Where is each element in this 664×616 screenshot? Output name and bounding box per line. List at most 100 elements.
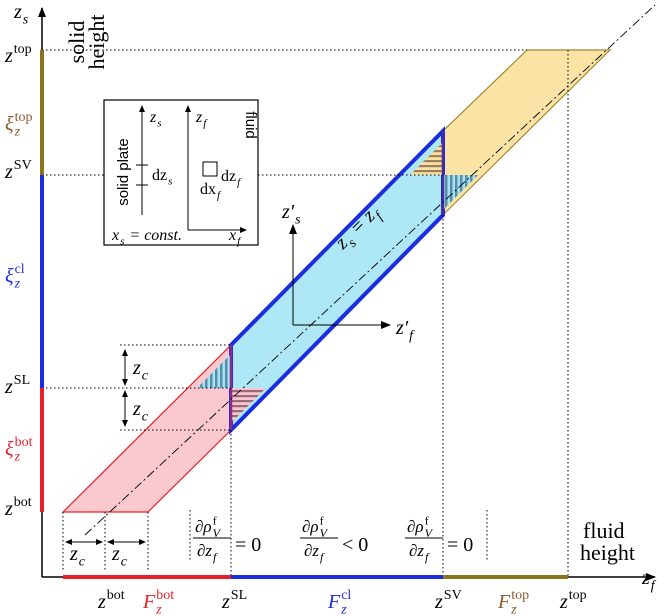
label-text: z [149, 109, 157, 126]
label-text: z [641, 567, 650, 589]
label-text: z [221, 591, 230, 613]
label-text: F [497, 591, 511, 613]
label-text: ξ [5, 113, 14, 135]
diagonal [84, 4, 656, 536]
inset-cell [202, 161, 218, 177]
label-sup: top [14, 42, 32, 57]
middle-band [229, 126, 445, 435]
label-sup: bot [15, 435, 33, 450]
label-sup: bot [14, 495, 32, 510]
top-band [442, 49, 612, 217]
inset-title: fluid [242, 111, 259, 139]
label-text: ξ [5, 265, 14, 287]
label-text: x [228, 227, 236, 244]
label-text: ξ [5, 438, 14, 460]
label-sub: c [79, 555, 86, 570]
label-text: z [4, 45, 13, 67]
inset-box [103, 99, 259, 246]
formula-den: ∂z f [304, 541, 325, 564]
label-sub: V [425, 526, 434, 540]
label-text: ∂ρ [302, 517, 319, 536]
label-text: dz [152, 167, 167, 184]
label-text: ∂ρ [195, 517, 212, 536]
formula-den: ∂z f [197, 541, 218, 564]
y-level-label: z top [4, 42, 32, 67]
inset-title: solid plate [115, 138, 132, 206]
formula-rel: < 0 [342, 534, 368, 556]
formula-num: ∂ρ fV [195, 513, 222, 539]
label-sup: SL [14, 373, 30, 388]
formula-num: ∂ρ fV [302, 513, 329, 539]
label-sup: cl [15, 262, 25, 277]
label-sub: c [142, 410, 149, 425]
label-sub: c [121, 555, 128, 570]
label-sub: z [14, 450, 21, 465]
label-text: dx [200, 181, 216, 198]
label-sup: bot [107, 588, 125, 603]
label-sup: bot [156, 588, 174, 603]
label-sub: f [237, 235, 242, 247]
label-sub: V [213, 526, 222, 540]
label-sub: z [510, 603, 517, 616]
label-text: F [327, 591, 341, 613]
label-text: z′ [281, 201, 295, 223]
hatch [443, 175, 478, 210]
formula-num: ∂ρ fV [407, 513, 434, 539]
label-text: z [132, 357, 141, 379]
label-text: z [97, 591, 106, 613]
label-text: ∂z [197, 541, 212, 560]
label-text: ∂z [304, 541, 319, 560]
local-axis-label: z′ f [395, 317, 415, 344]
label-sub: s [120, 235, 124, 247]
label-text: ∂ρ [407, 517, 424, 536]
label-sub: c [142, 369, 149, 384]
label-sub: s [168, 175, 172, 187]
label-sup: SV [444, 588, 462, 603]
label-sub: z [155, 603, 162, 616]
formula-den: ∂z f [409, 541, 430, 564]
label-text: z′ [395, 317, 409, 339]
y-level-label: ξ clz [5, 262, 25, 292]
hatch [410, 142, 443, 175]
label-text: dz [221, 168, 236, 185]
hatch [231, 388, 266, 423]
label-sub: f [320, 550, 325, 564]
label-sup: SV [14, 158, 32, 173]
y-level-label: z SL [4, 373, 30, 398]
y-axis-title: height [84, 15, 109, 70]
label-sub: s [23, 13, 29, 28]
x-axis-title: height [580, 540, 635, 565]
label-sup: top [569, 588, 587, 603]
label-text: z [69, 543, 78, 565]
label-sub: f [213, 550, 218, 564]
formula-rel: = 0 [447, 534, 473, 556]
label-sub: z [14, 125, 21, 140]
shapes [38, 4, 656, 581]
inset-label: dx f [200, 181, 222, 201]
label-text: z [4, 376, 13, 398]
label-text: z [4, 498, 13, 520]
label-sup: top [15, 110, 33, 125]
label-sup: f [320, 513, 324, 527]
label-text: z [434, 591, 443, 613]
x-level-label: z bot [97, 588, 125, 613]
label-sub: f [217, 189, 222, 201]
label-sup: top [511, 588, 529, 603]
label-sup: f [425, 513, 429, 527]
x-axis-title: fluid [583, 518, 625, 543]
label-text: z [13, 1, 22, 23]
x-level-label: z top [559, 588, 587, 613]
label-sup: f [213, 513, 217, 527]
hatch [197, 354, 231, 388]
